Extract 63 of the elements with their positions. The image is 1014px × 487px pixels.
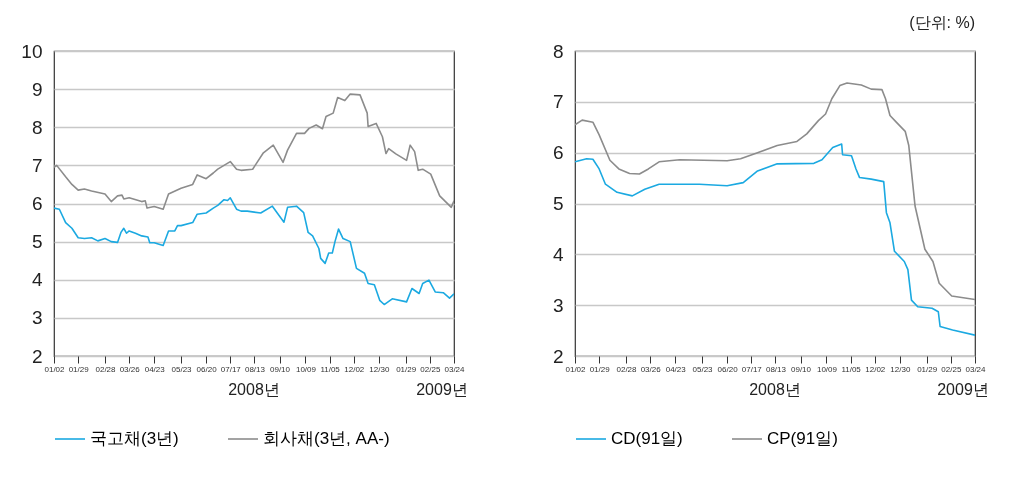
x-tick-label: 08/13 <box>244 364 266 374</box>
y-tick-label: 3 <box>552 294 564 316</box>
x-tick-label: 02/28 <box>616 364 638 374</box>
x-tick-label: 08/13 <box>765 364 787 374</box>
x-tick-label: 01/02 <box>44 364 66 374</box>
x-tick-label: 03/26 <box>640 364 662 374</box>
x-tick-label: 02/25 <box>420 364 441 374</box>
y-tick-label: 6 <box>31 193 43 214</box>
legend-label: CD(91일) <box>611 429 683 448</box>
y-tick-label: 4 <box>31 269 43 291</box>
x-tick-label: 07/17 <box>741 364 763 374</box>
x-tick-label: 05/23 <box>692 364 714 374</box>
x-tick-label: 01/02 <box>565 364 587 374</box>
text: (단위: %) <box>909 14 975 31</box>
y-tick-label: 8 <box>31 116 43 138</box>
legend-label: 국고채(3년) <box>90 429 179 448</box>
x-tick-label: 12/02 <box>344 364 365 374</box>
x-tick-label: 10/09 <box>816 364 838 374</box>
y-tick-label: 7 <box>552 91 564 113</box>
x-tick-label: 06/20 <box>717 364 739 374</box>
x-tick-label: 03/24 <box>444 364 466 374</box>
y-tick-label: 5 <box>31 231 43 253</box>
x-tick-label: 04/23 <box>144 364 166 374</box>
line-series <box>575 143 975 336</box>
text: 2008년 <box>749 381 801 398</box>
x-tick-label: 01/29 <box>68 364 90 374</box>
x-tick-label: 12/02 <box>865 364 886 374</box>
x-tick-label: 12/30 <box>369 364 390 374</box>
text: 2009년 <box>416 381 468 398</box>
y-tick-label: 10 <box>21 40 43 62</box>
y-tick-label: 7 <box>31 154 43 176</box>
y-tick-label: 2 <box>31 345 43 367</box>
x-tick-label: 01/29 <box>917 364 938 374</box>
x-tick-label: 02/28 <box>95 364 117 374</box>
x-tick-label: 07/17 <box>220 364 242 374</box>
y-tick-label: 6 <box>552 142 564 164</box>
x-tick-label: 03/24 <box>965 364 987 374</box>
legend-label: 회사채(3년, AA-) <box>263 429 390 448</box>
x-tick-label: 10/09 <box>295 364 317 374</box>
line-series <box>575 82 975 301</box>
x-tick-label: 11/05 <box>320 364 341 374</box>
x-tick-label: 09/10 <box>790 364 812 374</box>
x-tick-label: 02/25 <box>941 364 962 374</box>
text: 2009년 <box>937 381 989 398</box>
x-tick-label: 04/23 <box>665 364 687 374</box>
x-tick-label: 03/26 <box>119 364 141 374</box>
x-tick-label: 12/30 <box>890 364 911 374</box>
text: 2008년 <box>228 381 280 398</box>
x-tick-label: 06/20 <box>196 364 218 374</box>
y-tick-label: 2 <box>552 345 564 367</box>
legend-label: CP(91일) <box>767 429 838 448</box>
x-tick-label: 01/29 <box>396 364 417 374</box>
y-tick-label: 8 <box>552 40 564 62</box>
y-tick-label: 5 <box>552 193 564 214</box>
x-tick-label: 01/29 <box>589 364 611 374</box>
x-tick-label: 05/23 <box>171 364 193 374</box>
y-tick-label: 4 <box>552 243 564 265</box>
y-tick-label: 9 <box>31 78 43 100</box>
x-tick-label: 11/05 <box>841 364 862 374</box>
x-tick-label: 09/10 <box>269 364 291 374</box>
line-series <box>54 93 454 211</box>
y-tick-label: 3 <box>31 307 43 329</box>
line-series <box>54 196 454 306</box>
